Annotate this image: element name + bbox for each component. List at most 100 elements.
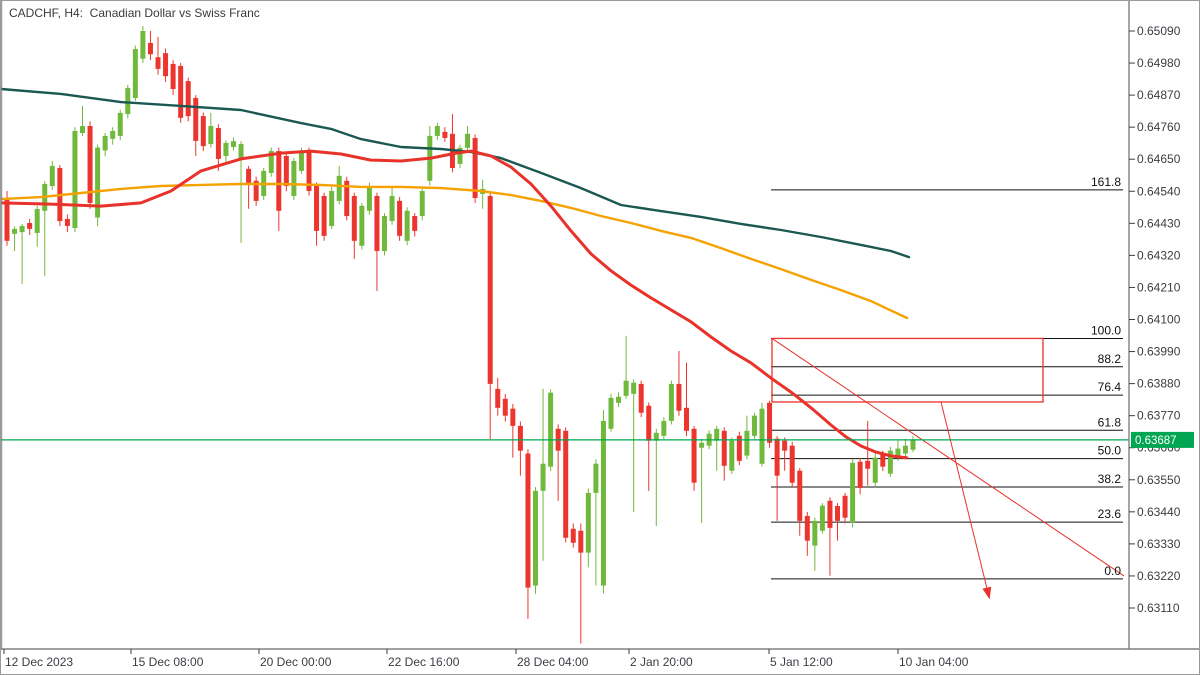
candle-up bbox=[208, 126, 214, 145]
candle-up bbox=[910, 439, 916, 450]
candle-down bbox=[857, 461, 863, 488]
candle-down bbox=[570, 528, 576, 543]
current-price-badge: 0.63687 bbox=[1131, 431, 1194, 448]
candle-down bbox=[178, 65, 184, 118]
price-tick-label: 0.65090 bbox=[1137, 24, 1181, 38]
fib-level-label: 38.2 bbox=[1098, 472, 1122, 486]
price-tick-label: 0.64320 bbox=[1137, 248, 1181, 262]
candle-up bbox=[110, 130, 116, 139]
candle-down bbox=[306, 151, 312, 191]
candle-down bbox=[684, 407, 689, 431]
candle-down bbox=[487, 195, 493, 384]
candle-down bbox=[374, 195, 380, 252]
candle-down bbox=[155, 57, 161, 69]
ma-slow-teal bbox=[1, 87, 911, 259]
current-price-value: 0.63687 bbox=[1135, 435, 1177, 447]
candle-up bbox=[533, 490, 538, 586]
annotation-rectangle bbox=[771, 337, 1044, 403]
fib-level-label: 23.6 bbox=[1098, 507, 1122, 521]
candle-up bbox=[359, 205, 365, 246]
candle-up bbox=[404, 210, 410, 241]
candle-up bbox=[223, 142, 229, 157]
fib-level-label: 100.0 bbox=[1091, 323, 1121, 337]
candle-up bbox=[593, 463, 599, 493]
price-tick-label: 0.64210 bbox=[1137, 280, 1181, 294]
candle-down bbox=[774, 438, 780, 476]
candle-up bbox=[336, 175, 342, 201]
price-tick-label: 0.63990 bbox=[1137, 345, 1181, 359]
candle-up bbox=[668, 383, 674, 421]
price-tick-label: 0.63880 bbox=[1137, 377, 1181, 391]
candle-up bbox=[751, 415, 757, 436]
candle-up bbox=[34, 209, 40, 233]
candle-down bbox=[865, 460, 871, 469]
candle-up bbox=[585, 492, 591, 553]
candle-up bbox=[19, 225, 25, 233]
candle-down bbox=[344, 180, 350, 217]
ma-medium-orange bbox=[1, 182, 909, 320]
price-tick-label: 0.63550 bbox=[1137, 473, 1181, 487]
fib-level-label: 61.8 bbox=[1098, 415, 1122, 429]
candle-up bbox=[661, 420, 667, 436]
candle-up bbox=[329, 190, 335, 226]
candle-up bbox=[238, 144, 244, 159]
candle-up bbox=[72, 130, 78, 228]
candle-up bbox=[298, 151, 304, 171]
candle-down bbox=[397, 200, 403, 236]
time-tick-label: 2 Jan 20:00 bbox=[630, 655, 693, 669]
candle-down bbox=[804, 515, 810, 541]
candle-down bbox=[253, 180, 259, 201]
candle-up bbox=[12, 228, 18, 234]
candle-down bbox=[495, 388, 501, 408]
candle-down bbox=[246, 168, 252, 183]
candle-down bbox=[163, 53, 169, 77]
candle-down bbox=[797, 470, 803, 521]
candle-down bbox=[87, 126, 93, 203]
candle-up bbox=[231, 141, 236, 147]
candle-up bbox=[744, 430, 750, 456]
candle-down bbox=[691, 428, 697, 483]
candle-down bbox=[321, 195, 327, 236]
candle-down bbox=[676, 383, 682, 411]
fibonacci-labels: 161.8 100.0 88.2 76.4 61.8 50.0 38.2 23.6 0.0 bbox=[1091, 175, 1121, 578]
candle-down bbox=[64, 218, 70, 226]
candle-down bbox=[283, 156, 289, 187]
candle-up bbox=[268, 151, 274, 173]
candle-down bbox=[193, 98, 199, 141]
time-tick-label: 22 Dec 16:00 bbox=[388, 655, 460, 669]
candle-down bbox=[789, 445, 795, 483]
time-tick-label: 15 Dec 08:00 bbox=[132, 655, 204, 669]
candle-up bbox=[117, 112, 123, 136]
candle-up bbox=[140, 31, 146, 59]
candle-up bbox=[434, 126, 440, 136]
candle-up bbox=[389, 195, 395, 222]
fib-level-label: 50.0 bbox=[1098, 444, 1122, 458]
price-tick-label: 0.64100 bbox=[1137, 313, 1181, 327]
price-tick-label: 0.63220 bbox=[1137, 569, 1181, 583]
candle-up bbox=[49, 165, 55, 187]
price-tick-label: 0.64650 bbox=[1137, 152, 1181, 166]
candle-down bbox=[638, 383, 644, 413]
candle-up bbox=[902, 445, 908, 454]
candle-up bbox=[291, 160, 297, 196]
trendline bbox=[771, 338, 1125, 577]
candle-down bbox=[578, 530, 584, 553]
candle-down bbox=[276, 151, 282, 211]
candle-down bbox=[4, 197, 10, 241]
candle-down bbox=[502, 398, 508, 416]
price-tick-label: 0.64870 bbox=[1137, 88, 1181, 102]
candle-up bbox=[631, 382, 637, 394]
candle-down bbox=[736, 435, 742, 461]
candle-down bbox=[147, 42, 153, 55]
candle-up bbox=[819, 505, 825, 531]
candle-up bbox=[600, 420, 606, 586]
ma-fast-red bbox=[1, 149, 909, 460]
candle-up bbox=[457, 147, 463, 164]
candle-down bbox=[842, 495, 848, 518]
price-tick-label: 0.64760 bbox=[1137, 120, 1181, 134]
trendline-arrowhead bbox=[982, 586, 992, 600]
candles bbox=[4, 26, 916, 644]
